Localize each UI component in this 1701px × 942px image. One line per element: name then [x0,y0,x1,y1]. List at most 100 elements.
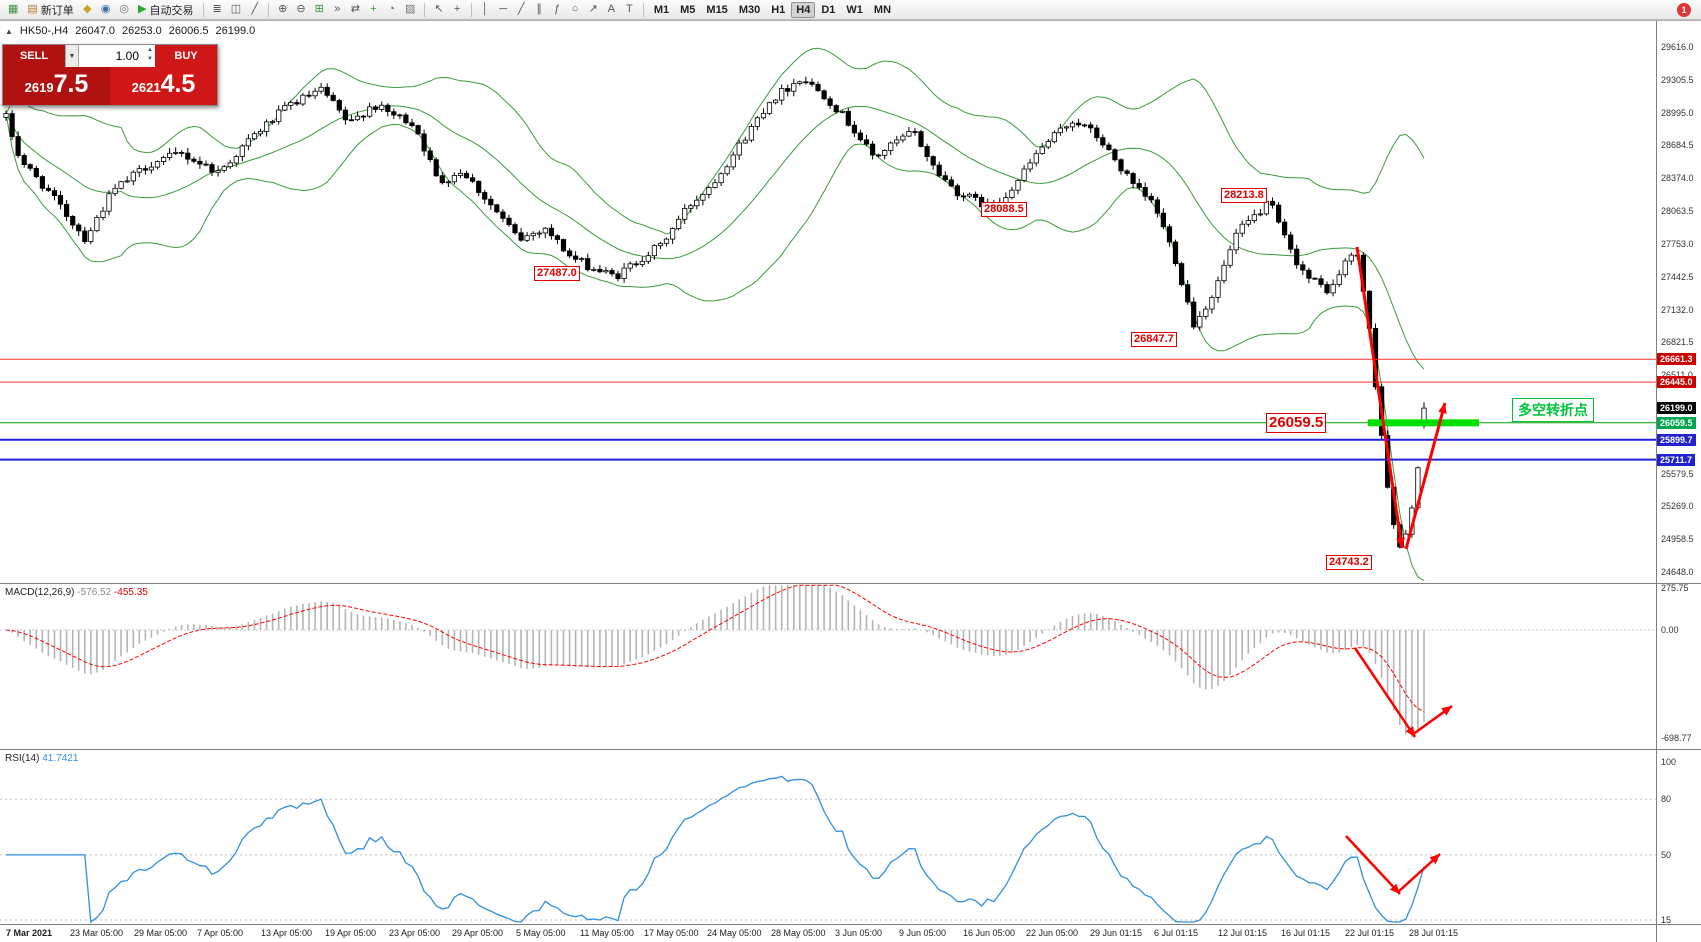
crosshair-button[interactable]: + [449,1,466,18]
toolbar: ▦ ▤ 新订单 ◆ ◉ ◎ ▶ 自动交易 ≣ ◫ ╱ ⊕ ⊖ ⊞ » ⇄ + ◔ ▨ ↖ + │ ─ ╱ ∥ ƒ ○ ↗ A T M1 M5 M… [0,0,1701,20]
tf-m1-button[interactable]: M1 [649,2,674,18]
arrows-button[interactable]: ↗ [585,1,602,18]
shapes-icon: ○ [571,3,579,15]
tf-m15-button[interactable]: M15 [701,2,732,18]
shapes-button[interactable]: ○ [567,1,584,18]
text-icon: A [607,3,616,15]
new-order-button-label: 新订单 [40,4,74,17]
trendline-button[interactable]: ╱ [513,1,530,18]
sell-price-prefix: 2619 [24,80,54,95]
tf-m30-button[interactable]: M30 [734,2,765,18]
toolbar-separator [268,2,270,17]
periods-button[interactable]: ◔ [383,1,400,18]
terminal-icon: ◎ [119,3,130,15]
volume-input[interactable] [79,45,155,67]
tf-h4-button-label: H4 [796,3,811,16]
turning-point-annotation[interactable]: 多空转折点 [1512,398,1594,422]
tf-m30-button-label: M30 [738,3,761,16]
autotrade-icon: ▶ [138,3,147,15]
line-chart-icon: ╱ [251,3,258,15]
zoom-out-button[interactable]: ⊖ [292,1,309,18]
volume-preset-dropdown[interactable]: ▼ [65,45,79,67]
tf-mn-button[interactable]: MN [869,2,896,18]
tf-m5-button[interactable]: M5 [675,2,700,18]
templates-icon: ▨ [405,3,416,15]
zoom-out-icon: ⊖ [296,3,306,15]
tf-w1-button-label: W1 [846,3,863,16]
market-watch-icon: ◆ [83,3,92,15]
zoom-in-button[interactable]: ⊕ [274,1,291,18]
chart-open-value: 26047.0 [75,25,115,37]
chart-high-value: 26253.0 [121,25,162,37]
horizontal-line-icon: ─ [499,3,508,15]
rsi-indicator-label: RSI(14) 41.7421 [5,753,78,764]
navigator-icon: ◉ [100,3,111,15]
auto-scroll-button[interactable]: » [329,1,346,18]
volume-stepper[interactable]: ▲ ▼ [147,46,153,64]
horizontal-line-button[interactable]: ─ [495,1,512,18]
auto-scroll-icon: » [334,3,341,15]
buy-price-prefix: 2621 [131,80,161,95]
tf-w1-button[interactable]: W1 [841,2,868,18]
crosshair-icon: + [453,3,461,15]
add-indicator-icon: + [370,3,377,15]
buy-price[interactable]: 2621 4.5 [110,67,217,105]
vertical-line-button[interactable]: │ [477,1,494,18]
tf-d1-button[interactable]: D1 [816,2,840,18]
new-chart-button[interactable]: ▦ [4,1,22,18]
macd-main-value: -576.52 [77,587,112,598]
new-order-button[interactable]: ▤ 新订单 [23,1,77,18]
line-chart-button[interactable]: ╱ [246,1,263,18]
tf-d1-button-label: D1 [821,3,836,16]
tf-m1-button-label: M1 [653,3,670,16]
zoom-in-icon: ⊕ [278,3,288,15]
sell-price[interactable]: 2619 7.5 [3,67,110,105]
rsi-name: RSI(14) [5,753,40,764]
buy-button[interactable]: BUY [155,45,217,67]
tile-windows-icon: ⊞ [314,3,324,15]
navigator-button[interactable]: ◉ [97,1,115,18]
tf-m5-button-label: M5 [680,3,696,16]
sell-button[interactable]: SELL [3,45,65,67]
chart-shift-button[interactable]: ⇄ [347,1,364,18]
chart-low-value: 26006.5 [168,25,209,37]
notification-badge[interactable]: 1 [1677,2,1691,17]
volume-field-wrap: ▲▼ [79,45,155,67]
toolbar-separator [642,2,644,17]
macd-indicator-label: MACD(12,26,9) -576.52 -455.35 [5,587,148,598]
arrows-icon: ↗ [588,3,598,15]
volume-up-icon[interactable]: ▲ [147,47,153,53]
chart-shift-icon: ⇄ [350,3,360,15]
channel-icon: ∥ [536,3,542,15]
tf-h4-button[interactable]: H4 [791,1,816,18]
templates-button[interactable]: ▨ [401,1,419,18]
tf-h1-button-label: H1 [771,3,786,16]
bars-chart-icon: ≣ [212,3,222,15]
text-label-icon: T [625,3,633,15]
market-watch-button[interactable]: ◆ [79,1,96,18]
fibonacci-button[interactable]: ƒ [549,1,566,18]
cursor-button[interactable]: ↖ [430,1,447,18]
terminal-button[interactable]: ◎ [115,1,133,18]
periods-icon: ◔ [388,3,395,15]
chart-close-value: 26199.0 [215,25,256,37]
channel-button[interactable]: ∥ [531,1,548,18]
tf-h1-button[interactable]: H1 [766,2,790,18]
text-button[interactable]: A [603,1,620,18]
tile-windows-button[interactable]: ⊞ [311,1,328,18]
trendline-icon: ╱ [517,3,525,15]
buy-price-big: 4.5 [160,70,196,98]
candlestick-chart-button[interactable]: ◫ [227,1,245,18]
chart-ohlc-header: ▲ HK50-,H4 26047.0 26253.0 26006.5 26199… [5,25,255,37]
one-click-panel-toggle-icon[interactable]: ▲ [5,26,13,36]
macd-signal-value: -455.35 [113,587,148,598]
bars-chart-button[interactable]: ≣ [209,1,226,18]
add-indicator-button[interactable]: + [365,1,382,18]
autotrade-button[interactable]: ▶ 自动交易 [134,1,197,18]
volume-down-icon[interactable]: ▼ [147,56,153,62]
new-chart-icon: ▦ [8,3,19,15]
text-label-button[interactable]: T [621,1,638,18]
tf-mn-button-label: MN [873,3,892,16]
